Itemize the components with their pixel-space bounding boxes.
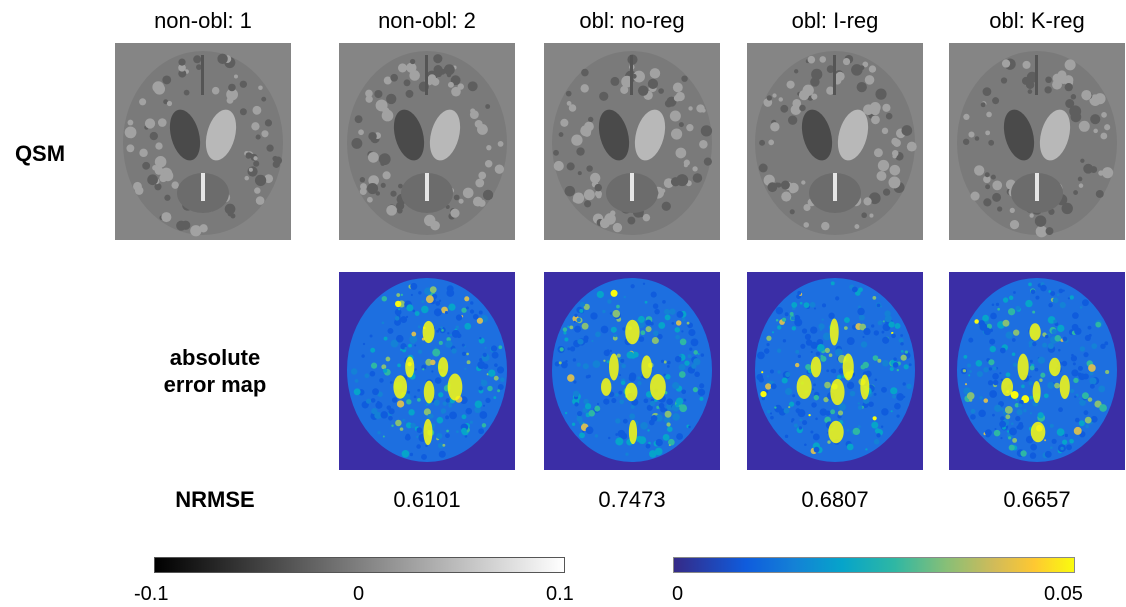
parula-colorbar-max-label: 0.05: [1044, 583, 1083, 605]
error-map-non-obl-2: [339, 272, 515, 470]
error-map-obl-i-reg: [747, 272, 923, 470]
qsm-image-obl-k-reg: [949, 43, 1125, 240]
nrmse-value-non-obl-2: 0.6101: [393, 487, 461, 512]
row-label-error-map: error map: [163, 372, 267, 397]
gray-colorbar-min-label: -0.1: [134, 583, 169, 605]
parula-colorbar: [673, 557, 1075, 573]
error-map-slice: [347, 278, 507, 462]
gray-colorbar-mid-label: 0: [353, 583, 365, 605]
gray-colorbar-max-label: 0.1: [546, 583, 574, 605]
error-map-slice: [552, 278, 712, 462]
qsm-brain-slice: [552, 51, 713, 235]
error-map-obl-no-reg: [544, 272, 720, 470]
error-map-slice: [957, 278, 1117, 462]
nrmse-value-obl-i-reg: 0.6807: [801, 487, 869, 512]
qsm-brain-slice: [957, 51, 1117, 238]
column-title-obl-i-reg: obl: I-reg: [791, 8, 879, 33]
grayscale-colorbar: [154, 557, 565, 573]
qsm-brain-slice: [123, 51, 283, 237]
qsm-image-non-obl-2: [339, 43, 515, 240]
row-label-qsm: QSM: [14, 141, 66, 166]
error-map-slice: [755, 278, 915, 462]
row-label-absolute: absolute: [169, 345, 261, 370]
error-map-obl-k-reg: [949, 272, 1125, 470]
column-title-non-obl-1: non-obl: 1: [154, 8, 252, 33]
qsm-brain-slice: [347, 51, 507, 235]
qsm-image-obl-no-reg: [544, 43, 720, 240]
column-title-obl-k-reg: obl: K-reg: [989, 8, 1085, 33]
nrmse-value-obl-no-reg: 0.7473: [598, 487, 666, 512]
qsm-image-obl-i-reg: [747, 43, 923, 240]
row-label-nrmse: NRMSE: [175, 487, 255, 512]
parula-colorbar-min-label: 0: [672, 583, 684, 605]
qsm-brain-slice: [755, 51, 917, 235]
column-title-non-obl-2: non-obl: 2: [378, 8, 476, 33]
qsm-image-non-obl-1: [115, 43, 291, 240]
nrmse-value-obl-k-reg: 0.6657: [1003, 487, 1071, 512]
column-title-obl-no-reg: obl: no-reg: [579, 8, 685, 33]
